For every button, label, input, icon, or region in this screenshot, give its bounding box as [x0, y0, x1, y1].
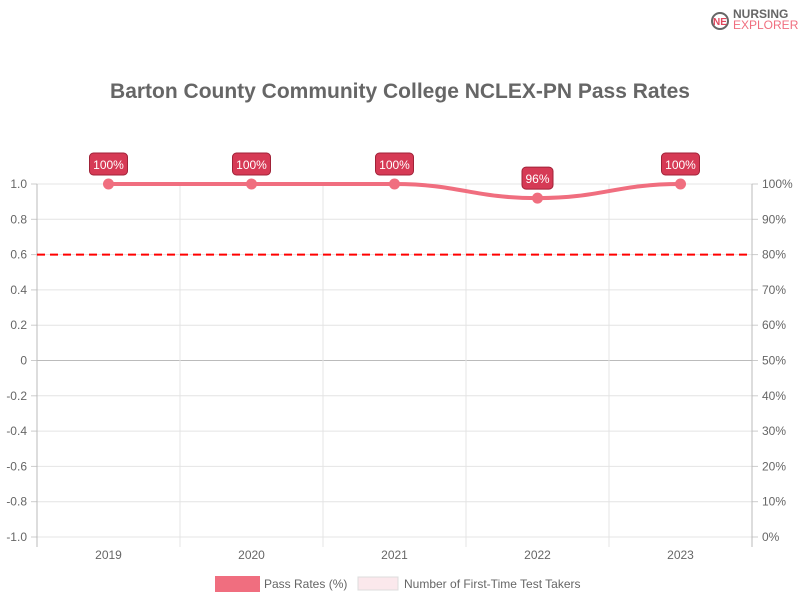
left-tick-label: 0.8	[10, 212, 27, 226]
data-point	[675, 178, 686, 190]
data-label: 100%	[379, 158, 410, 172]
left-tick-label: -0.6	[6, 459, 27, 473]
right-tick-label: 30%	[762, 424, 786, 438]
left-tick-label: 0	[20, 354, 27, 368]
logo-line2: EXPLORER	[733, 18, 799, 32]
right-tick-label: 90%	[762, 212, 786, 226]
data-label: 96%	[525, 172, 549, 186]
left-tick-label: -0.4	[6, 424, 27, 438]
left-tick-label: 0.2	[10, 318, 27, 332]
legend-label: Number of First-Time Test Takers	[404, 577, 580, 591]
right-tick-label: 50%	[762, 354, 786, 368]
right-tick-label: 20%	[762, 459, 786, 473]
right-tick-label: 40%	[762, 389, 786, 403]
legend-swatch-test-takers	[357, 576, 399, 591]
right-tick-label: 80%	[762, 248, 786, 262]
legend-swatch-pass-rates	[215, 576, 260, 592]
data-label-box	[89, 152, 128, 176]
left-tick-label: -0.8	[6, 495, 27, 509]
data-label: 100%	[665, 158, 696, 172]
data-label-box	[661, 152, 700, 176]
x-tick-label: 2021	[381, 548, 408, 562]
data-label-box	[375, 152, 414, 176]
left-tick-label: -1.0	[6, 530, 27, 544]
left-tick-label: 0.6	[10, 248, 27, 262]
svg-text:NE: NE	[713, 17, 727, 28]
data-label: 100%	[236, 158, 267, 172]
x-tick-label: 2020	[238, 548, 265, 562]
data-point	[103, 178, 114, 190]
chart-title: Barton County Community College NCLEX-PN…	[110, 80, 690, 103]
right-tick-label: 0%	[762, 530, 780, 544]
right-tick-label: 10%	[762, 495, 786, 509]
left-tick-label: -0.2	[6, 389, 27, 403]
left-tick-label: 0.4	[10, 283, 27, 297]
logo: NE NURSING EXPLORER	[710, 7, 799, 32]
left-tick-label: 1.0	[10, 177, 27, 191]
logo-line1: NURSING	[733, 7, 789, 21]
data-point	[389, 178, 400, 190]
x-tick-label: 2023	[667, 548, 694, 562]
logo-icon: NE	[711, 12, 729, 30]
data-point	[246, 178, 257, 190]
right-tick-label: 70%	[762, 283, 786, 297]
x-tick-label: 2022	[524, 548, 551, 562]
data-label-box	[521, 166, 554, 190]
data-label: 100%	[93, 158, 124, 172]
data-point	[532, 192, 543, 204]
data-label-box	[232, 152, 271, 176]
legend-label: Pass Rates (%)	[264, 577, 347, 591]
right-tick-label: 60%	[762, 318, 786, 332]
x-tick-label: 2019	[95, 548, 122, 562]
right-tick-label: 100%	[762, 177, 793, 191]
